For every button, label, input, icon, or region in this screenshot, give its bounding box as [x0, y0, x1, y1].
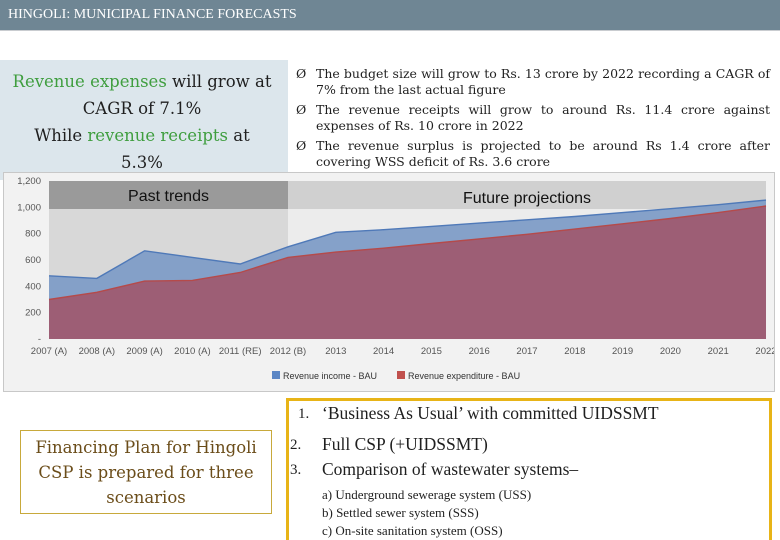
x-tick-label: 2020 [660, 346, 681, 357]
scenario-item: Comparison of wastewater systems– [322, 459, 579, 479]
scenario-item: ‘Business As Usual’ with committed UIDSS… [322, 403, 659, 423]
x-tick-label: 2011 (RE) [219, 346, 262, 357]
legend-swatch [397, 371, 405, 379]
page-title: HINGOLI: MUNICIPAL FINANCE FORECASTS [0, 0, 780, 30]
sub-item: c) On-site sanitation system (OSS) [322, 523, 503, 538]
y-tick-label: 600 [25, 255, 41, 266]
past-trends-label: Past trends [128, 188, 209, 205]
summary-while: While [34, 126, 88, 145]
y-tick-label: 1,000 [17, 202, 41, 213]
legend-swatch [272, 371, 280, 379]
x-tick-label: 2019 [612, 346, 633, 357]
scenario-number: 2. [290, 437, 302, 453]
scenario-item: Full CSP (+UIDSSMT) [322, 434, 488, 454]
x-tick-label: 2014 [373, 346, 394, 357]
x-tick-label: 2015 [421, 346, 442, 357]
summary-revenue-expenses: Revenue expenses [12, 72, 167, 91]
scenario-number: 1. [298, 406, 310, 422]
summary-box [0, 60, 288, 180]
summary-expense-cagr: 7.1% [159, 99, 202, 118]
summary-at: at [228, 126, 250, 145]
summary-receipt-cagr: 5.3% [121, 153, 163, 172]
arrow-bullet-icon: Ø [296, 102, 307, 117]
summary-grow-text: will grow at CAGR of [82, 72, 272, 118]
y-tick-label: 400 [25, 281, 41, 292]
future-projections-label: Future projections [463, 190, 591, 207]
income-line [48, 199, 767, 280]
financing-plan-text: Financing Plan for Hingoli CSP is prepar… [35, 438, 257, 507]
x-tick-label: 2012 (B) [270, 346, 306, 357]
x-tick-label: 2007 (A) [31, 346, 67, 357]
bullet-text: The budget size will grow to Rs. 13 cror… [316, 66, 770, 97]
sub-item: a) Underground sewerage system (USS) [322, 487, 532, 502]
expenditure-area [49, 206, 766, 339]
scenarios-box [286, 398, 772, 540]
y-tick-label: 800 [25, 229, 41, 240]
x-tick-label: 2022 [755, 346, 774, 357]
x-tick-label: 2018 [564, 346, 585, 357]
y-tick-label: 1,200 [17, 176, 41, 187]
y-tick-label: - [38, 334, 41, 345]
past-trends-band [49, 181, 288, 209]
x-tick-label: 2017 [516, 346, 537, 357]
x-tick-label: 2008 (A) [79, 346, 115, 357]
legend-label: Revenue income - BAU [283, 371, 377, 381]
arrow-bullet-icon: Ø [296, 138, 307, 153]
x-tick-label: 2013 [325, 346, 346, 357]
x-tick-label: 2016 [469, 346, 490, 357]
summary-revenue-receipts: revenue receipts [87, 126, 229, 145]
sub-item: b) Settled sewer system (SSS) [322, 505, 479, 520]
title-divider [0, 30, 780, 31]
bullet-text: The revenue surplus is projected to be a… [316, 138, 770, 169]
x-tick-label: 2010 (A) [174, 346, 210, 357]
scenario-number: 3. [290, 462, 302, 478]
legend-label: Revenue expenditure - BAU [408, 371, 520, 381]
expenditure-line [48, 205, 767, 301]
bullet-text: The revenue receipts will grow to around… [316, 102, 770, 133]
y-tick-label: 200 [25, 308, 41, 319]
x-tick-label: 2009 (A) [126, 346, 162, 357]
x-tick-label: 2021 [708, 346, 729, 357]
summary-text: Revenue expenses will grow at CAGR of 7.… [8, 68, 276, 176]
future-projections-band [288, 181, 766, 209]
chart-panel: Past trends Future projections - 200 400 600 8… [3, 172, 777, 392]
arrow-bullet-icon: Ø [296, 66, 307, 81]
revenue-chart: Past trends Future projections - 200 400 600 8… [17, 176, 776, 381]
financing-plan-box: Financing Plan for Hingoli CSP is prepar… [20, 430, 272, 514]
